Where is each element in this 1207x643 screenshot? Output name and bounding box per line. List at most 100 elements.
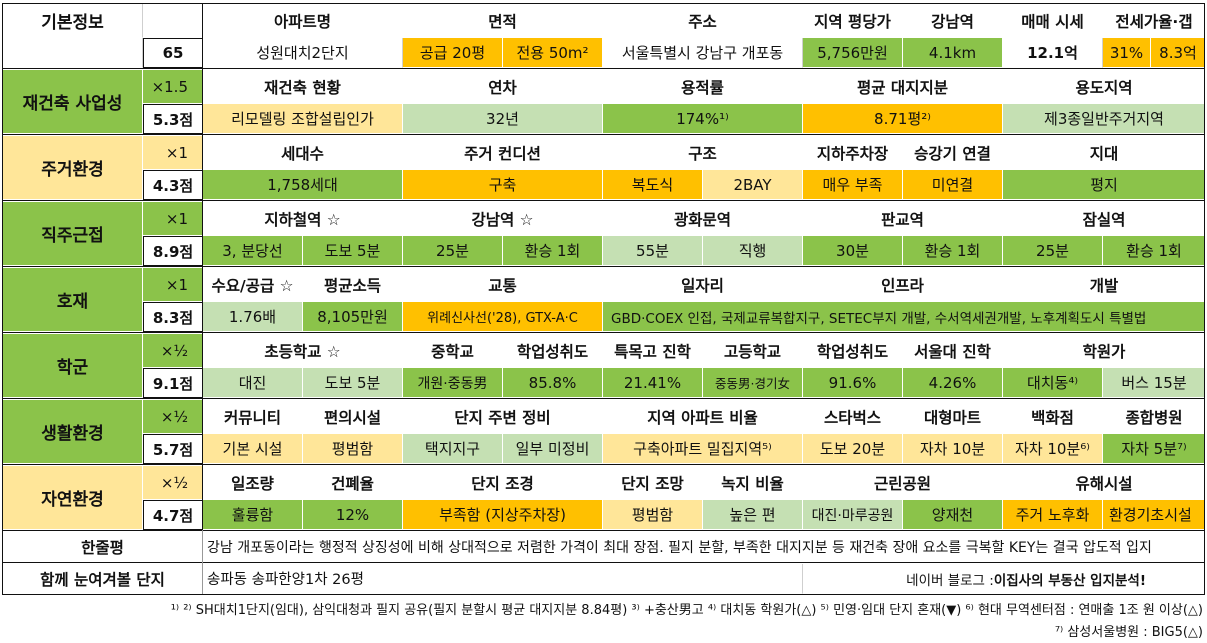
sunlight: 훌륭함 xyxy=(203,500,303,530)
header-park: 근린공원 xyxy=(803,466,1003,500)
header-academy: 학원가 xyxy=(1003,334,1204,368)
score-basic: 65 xyxy=(143,38,203,68)
category-life: 생활환경 xyxy=(3,400,143,464)
multiplier-rebuild: ×1.5 xyxy=(143,70,203,104)
category-basic: 기본정보 xyxy=(3,4,143,38)
header-landscape: 단지 조경 xyxy=(403,466,603,500)
footnotes: ¹⁾ ²⁾ SH대치1단지(임대), 삼익대청과 필지 공유(필지 분할시 평균… xyxy=(0,597,1207,643)
avg-income: 8,105만원 xyxy=(303,302,403,332)
header-parking: 지하주차장 xyxy=(803,136,903,170)
landscape: 부족함 (지상주차장) xyxy=(403,500,603,530)
score-living: 4.3점 xyxy=(143,170,203,200)
header-households: 세대수 xyxy=(203,136,403,170)
score-rebuild: 5.3점 xyxy=(143,104,203,134)
gangnam-distance: 4.1km xyxy=(903,38,1003,68)
surroundings-status: 일부 미정비 xyxy=(503,434,603,464)
special-high-rate: 21.41% xyxy=(603,368,703,398)
building-age: 32년 xyxy=(403,104,603,134)
apt-name: 성원대치2단지 xyxy=(203,38,403,68)
park-names: 대진·마루공원 xyxy=(803,500,903,530)
header-mart: 대형마트 xyxy=(903,400,1003,434)
academy-distance: 버스 15분 xyxy=(1103,368,1204,398)
view: 평범함 xyxy=(603,500,703,530)
header-elementary: 초등학교 ☆ xyxy=(203,334,403,368)
header-elevator: 승강기 연결 xyxy=(903,136,1003,170)
header-area: 면적 xyxy=(403,4,603,38)
header-hazard: 유해시설 xyxy=(1003,466,1204,500)
header-jeonse: 전세가율·갭 xyxy=(1103,4,1204,38)
summary-text: 강남 개포동이라는 행정적 상징성에 비해 상대적으로 저렴한 가격이 최대 장… xyxy=(203,532,1204,562)
header-coverage: 건폐율 xyxy=(303,466,403,500)
header-sale-price: 매매 시세 xyxy=(1003,4,1103,38)
row-divider xyxy=(3,266,1204,267)
hospital: 자차 5분⁷⁾ xyxy=(1103,434,1204,464)
blog-credit: 네이버 블로그 : 이집사의 부동산 입지분석! xyxy=(803,564,1204,594)
row-divider xyxy=(3,464,1204,465)
score-school: 9.1점 xyxy=(143,368,203,398)
starbucks: 도보 20분 xyxy=(803,434,903,464)
score-nature: 4.7점 xyxy=(143,500,203,530)
footnote-line-1: ¹⁾ ²⁾ SH대치1단지(임대), 삼익대청과 필지 공유(필지 분할시 평균… xyxy=(170,603,1203,618)
subway-line: 3, 분당선 xyxy=(203,236,303,266)
academy-area: 대치동⁴⁾ xyxy=(1003,368,1103,398)
compare-label: 함께 눈여겨볼 단지 xyxy=(3,564,203,594)
header-apt-name: 아파트명 xyxy=(203,4,403,38)
high-achievement: 91.6% xyxy=(803,368,903,398)
blog-name: 이집사의 부동산 입지분석! xyxy=(993,572,1146,589)
category-nature: 자연환경 xyxy=(3,466,143,530)
header-gwanghwamun: 광화문역 xyxy=(603,202,803,236)
header-community: 커뮤니티 xyxy=(203,400,303,434)
header-structure: 구조 xyxy=(603,136,803,170)
hazard-facility: 환경기초시설 xyxy=(1103,500,1204,530)
elementary-name: 대진 xyxy=(203,368,303,398)
row-divider xyxy=(3,332,1204,333)
hazard-aging: 주거 노후화 xyxy=(1003,500,1103,530)
middle-achievement: 85.8% xyxy=(503,368,603,398)
elementary-walk: 도보 5분 xyxy=(303,368,403,398)
convenience: 평범함 xyxy=(303,434,403,464)
middle-school: 개원·중동男 xyxy=(403,368,503,398)
header-snu: 서울대 진학 xyxy=(903,334,1003,368)
summary-label: 한줄평 xyxy=(3,532,203,562)
column-divider xyxy=(202,530,203,594)
gwanghwamun-transfer: 직행 xyxy=(703,236,803,266)
mart: 자차 10분 xyxy=(903,434,1003,464)
header-terrain: 지대 xyxy=(1003,136,1204,170)
stream: 양재천 xyxy=(903,500,1003,530)
row-divider xyxy=(3,200,1204,201)
header-high-achievement: 학업성취도 xyxy=(803,334,903,368)
land-share: 8.71평²⁾ xyxy=(803,104,1003,134)
score-commute: 8.9점 xyxy=(143,236,203,266)
jeonse-ratio: 31% xyxy=(1103,38,1151,68)
coverage: 12% xyxy=(303,500,403,530)
header-department: 백화점 xyxy=(1003,400,1103,434)
header-age: 연차 xyxy=(403,70,603,104)
header-surroundings: 단지 주변 정비 xyxy=(403,400,603,434)
header-development: 개발 xyxy=(1003,268,1204,302)
bay-count: 2BAY xyxy=(703,170,803,200)
gwanghwamun-time: 55분 xyxy=(603,236,703,266)
header-income: 평균소득 xyxy=(303,268,403,302)
score-life: 5.7점 xyxy=(143,434,203,464)
row-divider xyxy=(3,530,1204,531)
floor-area-ratio: 174%¹⁾ xyxy=(603,104,803,134)
condition: 구축 xyxy=(403,170,603,200)
header-special-high: 특목고 진학 xyxy=(603,334,703,368)
area-supply: 공급 20평 xyxy=(403,38,503,68)
row-divider xyxy=(3,134,1204,135)
terrain: 평지 xyxy=(1003,170,1204,200)
header-apt-ratio: 지역 아파트 비율 xyxy=(603,400,803,434)
header-sunlight: 일조량 xyxy=(203,466,303,500)
households: 1,758세대 xyxy=(203,170,403,200)
subway-walk: 도보 5분 xyxy=(303,236,403,266)
header-transport: 교통 xyxy=(403,268,603,302)
gangnam-time: 25분 xyxy=(403,236,503,266)
gap: 8.3억 xyxy=(1151,38,1204,68)
header-price-per-pyeong: 지역 평당가 xyxy=(803,4,903,38)
header-pangyo: 판교역 xyxy=(803,202,1003,236)
category-living: 주거환경 xyxy=(3,136,143,200)
corridor-type: 복도식 xyxy=(603,170,703,200)
apartment-analysis-table: 기본정보 65 아파트명 면적 주소 지역 평당가 강남역 매매 시세 전세가율… xyxy=(2,3,1205,595)
community: 기본 시설 xyxy=(203,434,303,464)
header-jobs: 일자리 xyxy=(603,268,803,302)
